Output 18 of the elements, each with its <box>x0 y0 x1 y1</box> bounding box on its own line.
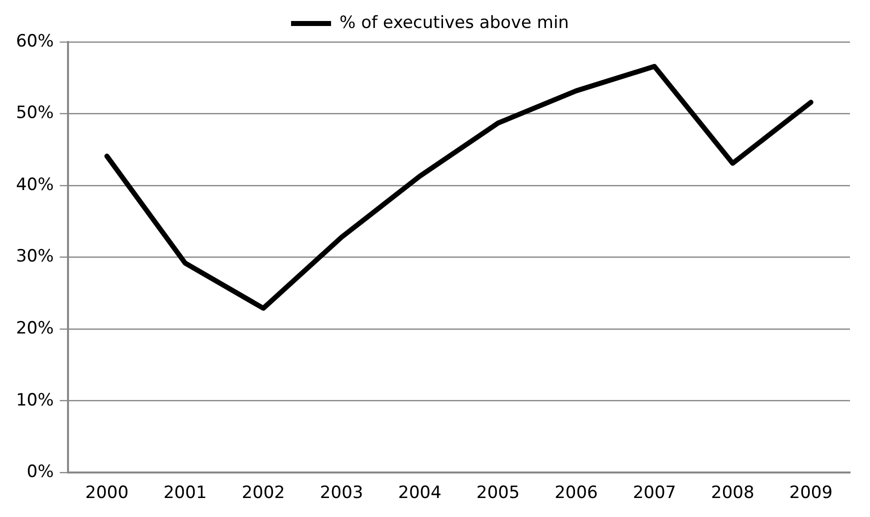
legend-label: % of executives above min <box>340 12 569 33</box>
x-tick-label: 2006 <box>554 483 598 504</box>
x-tick-label: 2009 <box>789 483 833 504</box>
y-tick-label: 60% <box>16 31 54 52</box>
x-tick-label: 2008 <box>711 483 754 504</box>
x-tick-label: 2000 <box>85 483 129 504</box>
y-tick-label: 30% <box>16 246 54 267</box>
x-tick-label: 2005 <box>476 483 520 504</box>
x-tick-label: 2004 <box>398 483 442 504</box>
y-tick-label: 10% <box>16 390 54 410</box>
x-tick-label: 2007 <box>632 483 676 504</box>
x-tick-label: 2002 <box>242 483 285 504</box>
y-tick-label: 50% <box>16 103 54 124</box>
y-tick-label: 0% <box>26 462 54 482</box>
x-tick-label: 2001 <box>163 483 207 504</box>
y-tick-label: 20% <box>16 318 54 338</box>
x-tick-label: 2003 <box>320 483 364 504</box>
y-tick-label: 40% <box>16 174 54 195</box>
